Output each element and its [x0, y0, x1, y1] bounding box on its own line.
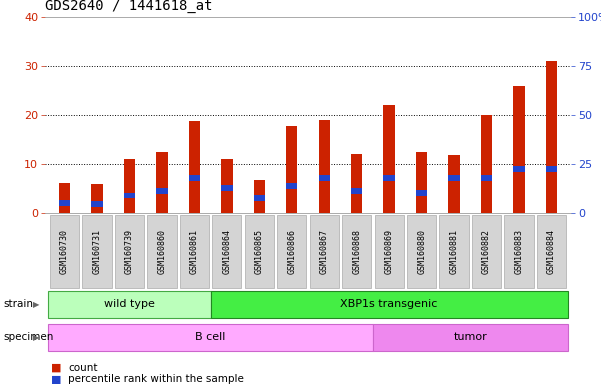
Bar — [351, 188, 362, 194]
Bar — [513, 86, 525, 213]
Text: GSM160884: GSM160884 — [547, 229, 556, 274]
Bar — [277, 215, 307, 288]
Bar — [180, 215, 209, 288]
Text: GSM160864: GSM160864 — [222, 229, 231, 274]
Text: GSM160739: GSM160739 — [125, 229, 134, 274]
Bar — [59, 183, 70, 213]
Text: GSM160860: GSM160860 — [157, 229, 166, 274]
Bar — [147, 215, 177, 288]
Text: GSM160865: GSM160865 — [255, 229, 264, 274]
Bar — [546, 61, 557, 213]
Bar — [124, 159, 135, 213]
Bar — [189, 121, 200, 213]
Bar — [513, 166, 525, 172]
Bar — [286, 126, 297, 213]
Bar — [156, 152, 168, 213]
Bar — [82, 215, 112, 288]
Bar — [254, 180, 265, 213]
Text: ▶: ▶ — [33, 300, 40, 309]
Bar — [50, 215, 79, 288]
Text: GSM160730: GSM160730 — [60, 229, 69, 274]
Bar — [59, 200, 70, 206]
Text: GSM160869: GSM160869 — [385, 229, 394, 274]
Bar — [374, 215, 404, 288]
Text: count: count — [68, 363, 97, 373]
Bar — [189, 175, 200, 181]
Bar — [91, 201, 103, 207]
Text: ▶: ▶ — [33, 333, 40, 342]
Bar — [221, 185, 233, 191]
Bar — [472, 215, 501, 288]
Bar — [383, 175, 395, 181]
Bar — [439, 215, 469, 288]
Bar — [319, 120, 330, 213]
Bar — [91, 184, 103, 213]
Text: XBP1s transgenic: XBP1s transgenic — [341, 299, 438, 309]
Text: GSM160880: GSM160880 — [417, 229, 426, 274]
Bar — [124, 192, 135, 199]
Bar — [481, 175, 492, 181]
Bar — [48, 324, 373, 351]
Bar — [115, 215, 144, 288]
Text: wild type: wild type — [104, 299, 155, 309]
Bar — [537, 215, 566, 288]
Text: GSM160867: GSM160867 — [320, 229, 329, 274]
Text: strain: strain — [3, 299, 33, 309]
Text: ■: ■ — [51, 363, 61, 373]
Text: GSM160861: GSM160861 — [190, 229, 199, 274]
Bar — [48, 291, 210, 318]
Text: GSM160883: GSM160883 — [514, 229, 523, 274]
Bar — [416, 152, 427, 213]
Bar — [481, 115, 492, 213]
Text: GDS2640 / 1441618_at: GDS2640 / 1441618_at — [45, 0, 213, 13]
Bar — [448, 156, 460, 213]
Bar — [383, 106, 395, 213]
Bar — [546, 166, 557, 172]
Text: percentile rank within the sample: percentile rank within the sample — [68, 374, 244, 384]
Text: ■: ■ — [51, 374, 61, 384]
Bar — [407, 215, 436, 288]
Bar — [351, 154, 362, 213]
Bar — [310, 215, 339, 288]
Bar — [319, 175, 330, 181]
Bar — [286, 183, 297, 189]
Text: GSM160866: GSM160866 — [287, 229, 296, 274]
Bar — [210, 291, 568, 318]
Bar — [448, 175, 460, 181]
Text: GSM160868: GSM160868 — [352, 229, 361, 274]
Text: B cell: B cell — [195, 332, 226, 342]
Text: GSM160731: GSM160731 — [93, 229, 102, 274]
Bar — [254, 195, 265, 201]
Bar — [212, 215, 242, 288]
Bar — [504, 215, 534, 288]
Bar — [416, 190, 427, 196]
Text: GSM160882: GSM160882 — [482, 229, 491, 274]
Bar — [373, 324, 568, 351]
Text: specimen: specimen — [3, 332, 53, 342]
Text: tumor: tumor — [453, 332, 487, 342]
Bar — [221, 159, 233, 213]
Bar — [156, 188, 168, 194]
Text: GSM160881: GSM160881 — [450, 229, 459, 274]
Bar — [342, 215, 371, 288]
Bar — [245, 215, 274, 288]
